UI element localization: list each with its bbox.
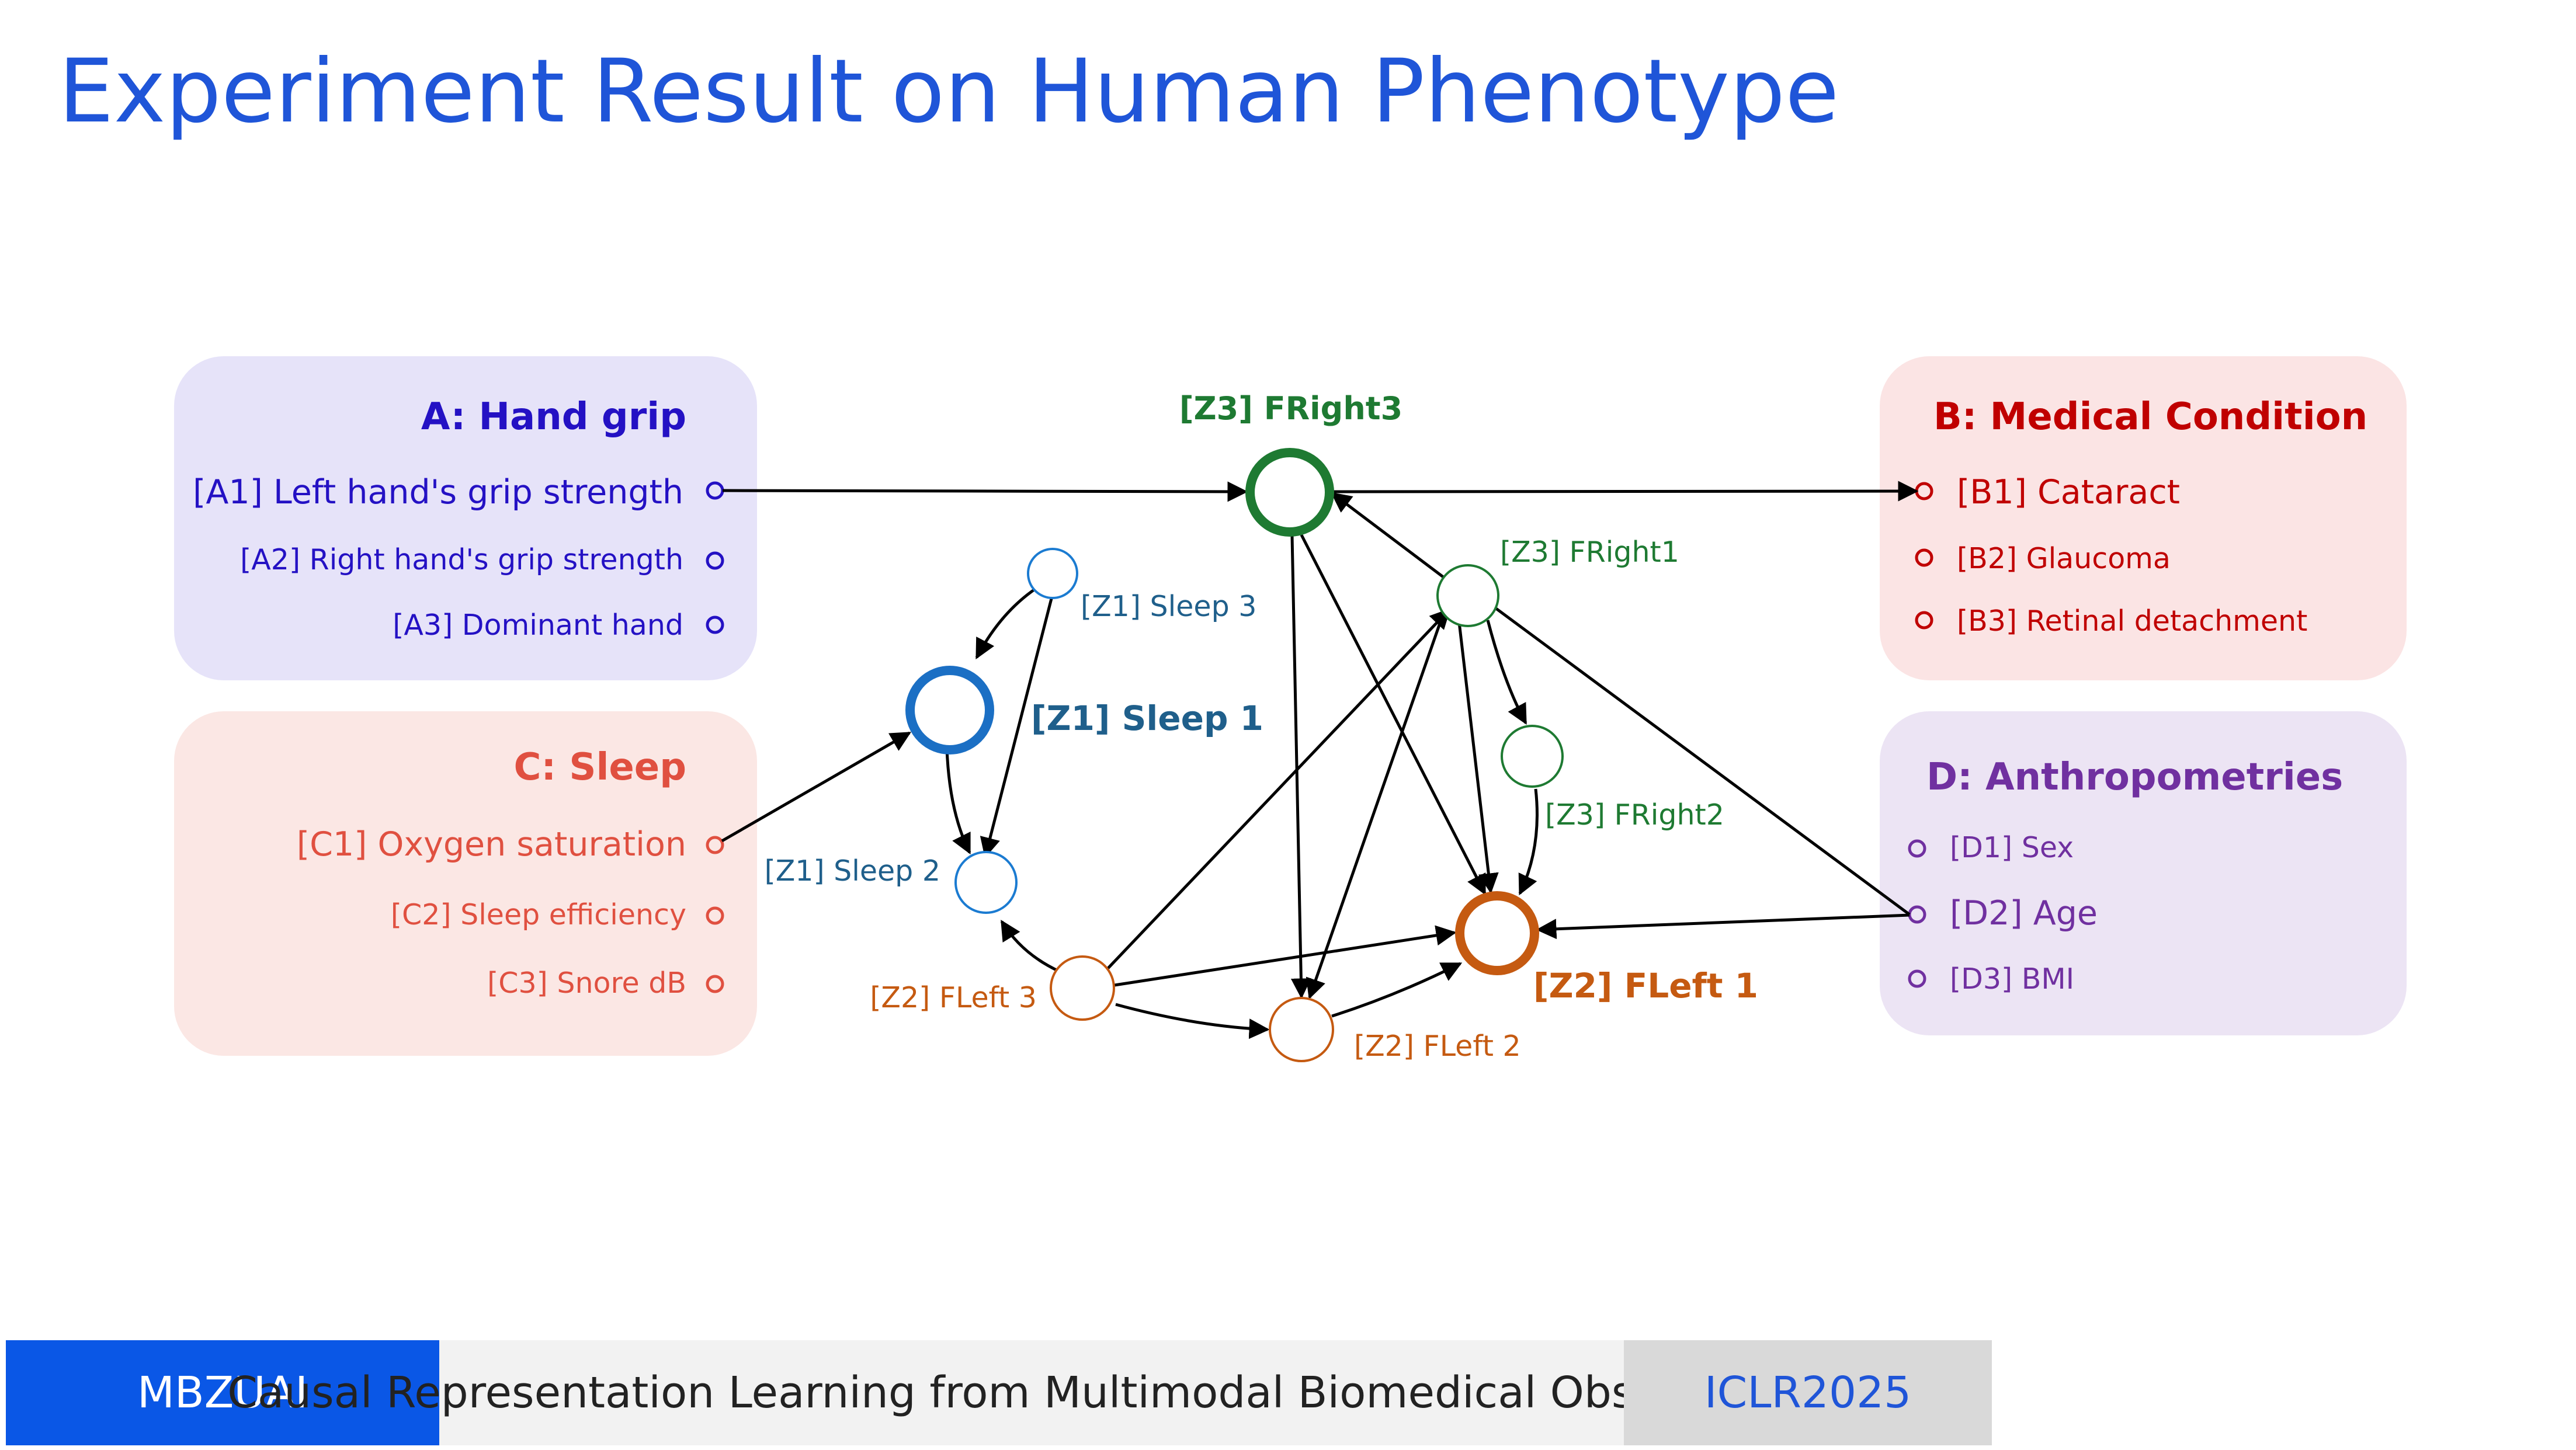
edge-a1-z3-fright3: [722, 481, 1248, 502]
node-label-z3-fright1: [Z3] FRight1: [1500, 536, 1679, 569]
edge-z1-sleep3-z1-sleep1: [975, 587, 1037, 660]
node-label-z1-sleep3: [Z1] Sleep 3: [1081, 590, 1256, 623]
node-c1: [706, 836, 724, 854]
node-z1-sleep1: [905, 666, 994, 754]
node-label-d3: [D3] BMI: [1950, 962, 2074, 996]
node-z3-fright3: [1245, 448, 1334, 537]
footer-bar: MBZUAI Causal Representation Learning fr…: [6, 1340, 2576, 1445]
edge-z2-fleft2-z2-fleft1: [1331, 962, 1463, 1018]
node-z3-fright2: [1501, 725, 1564, 788]
node-z2-fleft3: [1050, 955, 1115, 1021]
edge-z2-fleft3-z2-fleft1: [1114, 925, 1457, 987]
edge-z3-fright3-z2-fleft2: [1290, 536, 1311, 999]
node-label-d2: [D2] Age: [1950, 894, 2098, 933]
node-label-z1-sleep1: [Z1] Sleep 1: [1031, 698, 1263, 738]
node-c3: [706, 975, 724, 993]
node-label-z2-fleft1: [Z2] FLeft 1: [1533, 966, 1758, 1006]
group-box-anthropometries: [1880, 711, 2407, 1035]
edge-d2-z3-fright1: [1485, 600, 1911, 916]
group-box-medical-condition: [1880, 356, 2407, 680]
node-z3-fright1: [1436, 564, 1499, 627]
edge-d2-z2-fleft1: [1536, 913, 1910, 940]
node-z2-fleft2: [1269, 997, 1334, 1062]
node-z2-fleft1: [1455, 891, 1539, 975]
group-box-sleep: [174, 711, 757, 1056]
node-a2: [706, 551, 724, 570]
edge-z1-sleep1-z1-sleep2: [945, 747, 971, 855]
edges: [721, 481, 1919, 1039]
node-a3: [706, 616, 724, 634]
edge-z3-fright1-z2-fleft2: [1306, 614, 1445, 1000]
edge-z3-fright3-b1: [1331, 481, 1919, 502]
footer-organization: MBZUAI: [6, 1340, 439, 1445]
node-d3: [1908, 969, 1926, 988]
node-label-b3: [B3] Retinal detachment: [1957, 604, 2307, 638]
group-title-anthropometries: D: Anthropometries: [1926, 756, 2343, 799]
node-label-z2-fleft3: [Z2] FLeft 3: [870, 981, 1037, 1014]
edge-z1-sleep3-z1-sleep2: [980, 598, 1053, 858]
node-label-z1-sleep2: [Z1] Sleep 2: [765, 854, 940, 888]
node-label-c1: [C1] Oxygen saturation: [297, 825, 686, 864]
edge-z3-fright1-z3-fright3: [1331, 492, 1447, 580]
group-title-sleep: C: Sleep: [514, 746, 687, 789]
edge-z2-fleft3-z2-fleft2: [1115, 1003, 1270, 1039]
node-z1-sleep3: [1027, 548, 1078, 599]
node-d1: [1908, 839, 1926, 858]
edge-z2-fleft3-z1-sleep2: [1000, 920, 1063, 974]
edge-z3-fright3-z2-fleft1: [1300, 534, 1487, 896]
slide-title: Experiment Result on Human Phenotype: [58, 41, 1839, 142]
edge-c1-z1-sleep1: [721, 731, 912, 843]
edge-z3-fright2-z2-fleft1: [1518, 788, 1539, 896]
node-label-b1: [B1] Cataract: [1957, 473, 2180, 512]
edge-z3-fright1-z3-fright2: [1486, 620, 1527, 725]
node-label-c2: [C2] Sleep efficiency: [391, 898, 686, 931]
group-box-hand-grip: [174, 356, 757, 680]
node-label-a3: [A3] Dominant hand: [393, 608, 683, 642]
node-label-z2-fleft2: [Z2] FLeft 2: [1354, 1030, 1521, 1063]
node-label-b2: [B2] Glaucoma: [1957, 542, 2171, 575]
node-label-z3-fright3: [Z3] FRight3: [1179, 390, 1402, 427]
group-title-medical-condition: B: Medical Condition: [1933, 395, 2367, 439]
edge-z3-fright1-z2-fleft1: [1457, 617, 1499, 894]
node-label-z3-fright2: [Z3] FRight2: [1545, 798, 1724, 832]
edge-z2-fleft3-z3-fright1: [1106, 608, 1451, 971]
causal-graph-diagram: A: Hand grip [A1] Left hand's grip stren…: [174, 356, 2407, 1063]
node-label-d1: [D1] Sex: [1950, 831, 2074, 864]
node-label-a1: [A1] Left hand's grip strength: [193, 473, 683, 512]
footer-talk-title: Causal Representation Learning from Mult…: [227, 1340, 1836, 1445]
footer-venue: ICLR2025: [1624, 1340, 1992, 1445]
node-z1-sleep2: [954, 851, 1018, 914]
node-label-a2: [A2] Right hand's grip strength: [240, 543, 683, 576]
node-b3: [1915, 611, 1933, 630]
node-c2: [706, 906, 724, 925]
node-b2: [1915, 548, 1933, 567]
node-label-c3: [C3] Snore dB: [487, 966, 686, 1000]
group-title-hand-grip: A: Hand grip: [421, 395, 686, 439]
